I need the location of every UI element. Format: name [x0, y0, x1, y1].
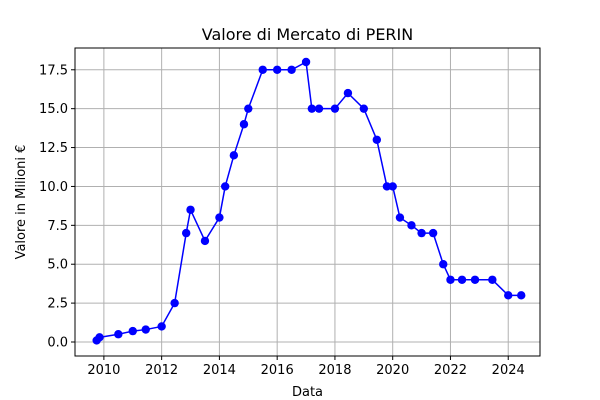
- x-tick-label: 2022: [434, 363, 467, 378]
- y-tick-label: 12.5: [39, 141, 68, 156]
- x-tick-label: 2020: [376, 363, 409, 378]
- data-point: [343, 88, 353, 98]
- series-layer: [92, 57, 526, 345]
- y-tick-label: 10.0: [39, 180, 68, 195]
- data-point: [382, 182, 392, 191]
- data-point: [330, 104, 340, 113]
- data-point: [428, 228, 438, 238]
- y-axis-label: Valore in Milioni €: [14, 145, 29, 260]
- data-point: [470, 275, 480, 284]
- y-tick-label: 2.5: [47, 297, 68, 312]
- data-point: [157, 322, 166, 331]
- y-tick-label: 5.0: [47, 258, 68, 273]
- data-point: [307, 104, 317, 113]
- data-point: [186, 205, 195, 214]
- x-tick-label: 2016: [261, 363, 294, 378]
- data-point: [388, 182, 397, 191]
- plot-frame: [74, 47, 541, 357]
- grid: [75, 48, 540, 356]
- data-point: [407, 221, 416, 230]
- data-point: [439, 260, 448, 269]
- data-point: [215, 213, 224, 222]
- x-tick-label: 2014: [203, 363, 236, 378]
- data-point: [301, 57, 311, 67]
- series-line: [96, 61, 522, 341]
- data-point: [457, 275, 467, 284]
- data-point: [128, 326, 137, 336]
- data-point: [200, 236, 210, 246]
- x-tick-label: 2024: [492, 363, 525, 378]
- data-point: [244, 104, 253, 113]
- y-tick-label: 7.5: [47, 219, 68, 234]
- data-point: [95, 333, 104, 342]
- data-point: [258, 65, 267, 74]
- data-point: [517, 291, 526, 300]
- data-point: [488, 275, 497, 284]
- data-point: [229, 151, 239, 160]
- x-tick-label: 2012: [145, 363, 178, 378]
- x-axis-label: Data: [292, 385, 323, 400]
- x-tick-label: 2018: [318, 363, 351, 378]
- y-tick-label: 17.5: [39, 63, 68, 78]
- data-point: [272, 65, 282, 74]
- data-point: [114, 330, 123, 339]
- data-point: [220, 182, 230, 191]
- data-point: [372, 135, 382, 144]
- data-point: [446, 275, 455, 284]
- data-point: [417, 228, 426, 238]
- data-point: [504, 291, 513, 300]
- data-point: [287, 65, 296, 74]
- chart-title: Valore di Mercato di PERIN: [202, 25, 413, 44]
- data-point: [170, 298, 179, 308]
- data-point: [141, 325, 150, 334]
- tick-layer: 2010 2012 2014 2016 2018 2020 2022 2024 0.0 2.5 5.…: [39, 63, 525, 378]
- data-point: [395, 213, 405, 222]
- y-tick-label: 0.0: [47, 336, 68, 351]
- data-point: [181, 228, 191, 238]
- data-point: [359, 104, 369, 113]
- y-tick-label: 15.0: [39, 102, 68, 117]
- data-point: [239, 120, 249, 129]
- x-tick-label: 2010: [87, 363, 120, 378]
- data-point: [314, 104, 324, 113]
